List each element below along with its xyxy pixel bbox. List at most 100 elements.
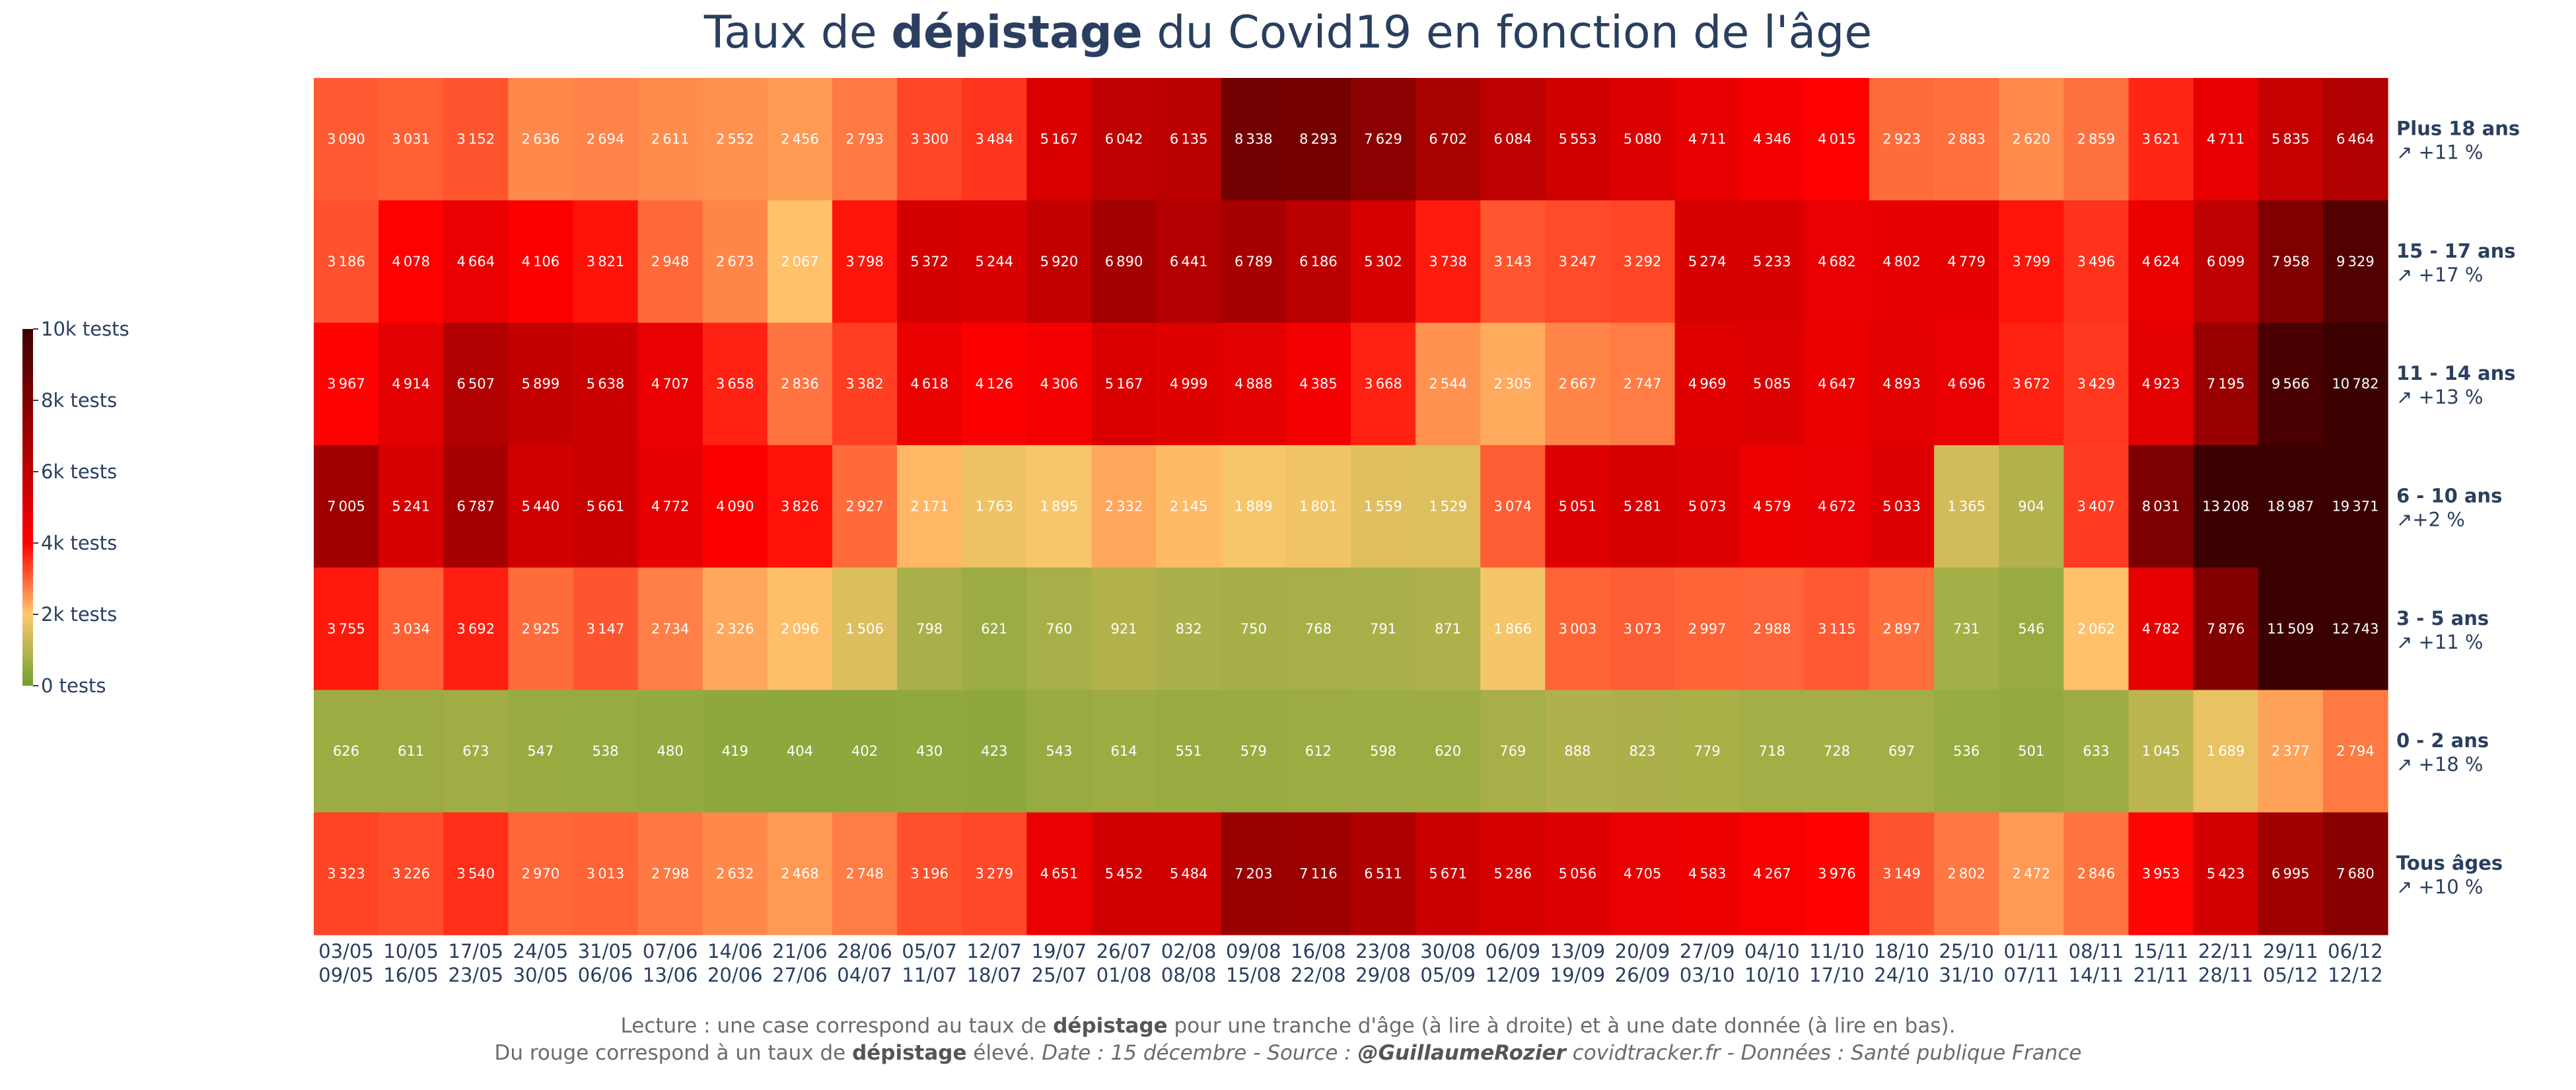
cell-value-label: 3 621 bbox=[2142, 131, 2180, 147]
cell-value-label: 3 496 bbox=[2077, 254, 2116, 270]
heatmap-cell bbox=[1156, 200, 1222, 324]
cell-value-label: 2 620 bbox=[2012, 131, 2050, 147]
cell-value-label: 6 099 bbox=[2207, 254, 2245, 270]
cell-value-label: 5 167 bbox=[1105, 376, 1143, 392]
x-tick-label-start: 25/10 bbox=[1939, 940, 1994, 963]
cell-value-label: 2 970 bbox=[522, 865, 560, 881]
colorbar: 0 tests 2k tests 4k tests 6k tests 8k tests 1… bbox=[22, 318, 129, 697]
heatmap-cell bbox=[1091, 322, 1157, 446]
cell-value-label: 4 672 bbox=[1818, 499, 1856, 515]
heatmap-cell bbox=[702, 322, 768, 446]
heatmap-cell bbox=[637, 812, 703, 935]
cell-value-label: 2 798 bbox=[651, 865, 690, 881]
heatmap-cell bbox=[1415, 200, 1481, 324]
heatmap-cell bbox=[378, 322, 444, 446]
x-tick-label-end: 20/06 bbox=[707, 964, 763, 986]
heatmap-cell bbox=[1026, 322, 1092, 446]
heatmap-cell bbox=[378, 78, 444, 201]
heatmap-cell bbox=[897, 812, 962, 935]
x-tick-label-start: 14/06 bbox=[707, 940, 763, 963]
cell-value-label: 1 801 bbox=[1299, 499, 1338, 515]
cell-value-label: 2 927 bbox=[845, 499, 884, 515]
x-tick-label-end: 28/11 bbox=[2198, 964, 2254, 986]
cell-value-label: 423 bbox=[981, 743, 1007, 759]
cell-value-label: 4 999 bbox=[1170, 376, 1208, 392]
heatmap-cell bbox=[1804, 567, 1870, 691]
cell-value-label: 3 196 bbox=[910, 865, 948, 881]
heatmap-cell bbox=[314, 200, 379, 324]
cell-value-label: 921 bbox=[1111, 621, 1137, 637]
cell-value-label: 1 559 bbox=[1364, 499, 1402, 515]
cell-value-label: 4 711 bbox=[1688, 131, 1727, 147]
heatmap-cell bbox=[443, 690, 509, 813]
cell-value-label: 2 793 bbox=[845, 131, 884, 147]
cell-value-label: 633 bbox=[2083, 743, 2109, 759]
colorbar-tick-label: 0 tests bbox=[41, 674, 106, 697]
cell-value-label: 4 707 bbox=[651, 376, 690, 392]
cell-value-label: 1 506 bbox=[845, 621, 884, 637]
heatmap-cell bbox=[897, 690, 962, 813]
cell-value-label: 2 836 bbox=[781, 376, 819, 392]
x-tick-label-end: 13/06 bbox=[643, 964, 698, 986]
cell-value-label: 611 bbox=[398, 743, 424, 759]
cell-value-label: 598 bbox=[1370, 743, 1396, 759]
heatmap-cell bbox=[832, 322, 898, 446]
heatmap-cell bbox=[962, 567, 1027, 691]
heatmap-cell bbox=[1480, 445, 1546, 568]
x-tick-label-start: 02/08 bbox=[1161, 940, 1217, 963]
heatmap-cell bbox=[314, 322, 379, 446]
cell-value-label: 3 247 bbox=[1559, 254, 1597, 270]
footer-source-note: Du rouge correspond à un taux de dépista… bbox=[494, 1041, 2082, 1065]
heatmap-cell bbox=[1480, 690, 1546, 813]
cell-value-label: 430 bbox=[916, 743, 943, 759]
cell-value-label: 2 883 bbox=[1947, 131, 1986, 147]
heatmap-cell bbox=[1026, 200, 1092, 324]
cell-value-label: 2 859 bbox=[2077, 131, 2116, 147]
cell-value-label: 5 452 bbox=[1105, 865, 1143, 881]
heatmap-cell bbox=[2063, 322, 2129, 446]
heatmap-cell bbox=[897, 445, 962, 568]
heatmap-cell bbox=[1156, 567, 1222, 691]
x-tick-label-start: 03/05 bbox=[318, 940, 374, 963]
cell-value-label: 6 084 bbox=[1493, 131, 1532, 147]
cell-value-label: 5 241 bbox=[392, 499, 430, 515]
heatmap-cell bbox=[897, 78, 962, 201]
cell-value-label: 4 779 bbox=[1947, 254, 1986, 270]
heatmap-cell bbox=[1934, 200, 1999, 324]
cell-value-label: 2 468 bbox=[781, 865, 819, 881]
heatmap-cell bbox=[1869, 445, 1935, 568]
heatmap-cell bbox=[443, 200, 509, 324]
heatmap-cell bbox=[1026, 78, 1092, 201]
cell-value-label: 2 923 bbox=[1882, 131, 1921, 147]
cell-value-label: 7 195 bbox=[2207, 376, 2245, 392]
heatmap-cell bbox=[962, 78, 1027, 201]
heatmap-cell bbox=[2063, 200, 2129, 324]
cell-value-label: 480 bbox=[657, 743, 684, 759]
heatmap-cell bbox=[832, 567, 898, 691]
x-tick-label-start: 27/09 bbox=[1680, 940, 1735, 963]
cell-value-label: 5 553 bbox=[1559, 131, 1597, 147]
heatmap-cell bbox=[832, 812, 898, 935]
cell-value-label: 9 329 bbox=[2336, 254, 2375, 270]
cell-value-label: 823 bbox=[1629, 743, 1656, 759]
cell-value-label: 4 893 bbox=[1882, 376, 1921, 392]
row-change-label: ↗ +11 % bbox=[2396, 141, 2484, 164]
x-tick-label-start: 05/07 bbox=[902, 940, 957, 963]
cell-value-label: 3 090 bbox=[327, 131, 365, 147]
cell-value-label: 3 074 bbox=[1493, 499, 1532, 515]
x-tick-label-start: 17/05 bbox=[448, 940, 504, 963]
heatmap-cell bbox=[2258, 690, 2324, 813]
x-tick-label-end: 16/05 bbox=[383, 964, 439, 986]
cell-value-label: 1 365 bbox=[1947, 499, 1986, 515]
heatmap-cell bbox=[767, 322, 833, 446]
heatmap-cell bbox=[1480, 812, 1546, 935]
heatmap-cell bbox=[378, 812, 444, 935]
cell-value-label: 3 429 bbox=[2077, 376, 2116, 392]
x-tick-label-start: 23/08 bbox=[1355, 940, 1411, 963]
cell-value-label: 5 080 bbox=[1624, 131, 1662, 147]
heatmap-cell bbox=[1221, 812, 1287, 935]
heatmap-cell bbox=[2258, 445, 2324, 568]
cell-value-label: 8 338 bbox=[1234, 131, 1273, 147]
cell-value-label: 6 890 bbox=[1105, 254, 1143, 270]
cell-value-label: 5 661 bbox=[587, 499, 625, 515]
